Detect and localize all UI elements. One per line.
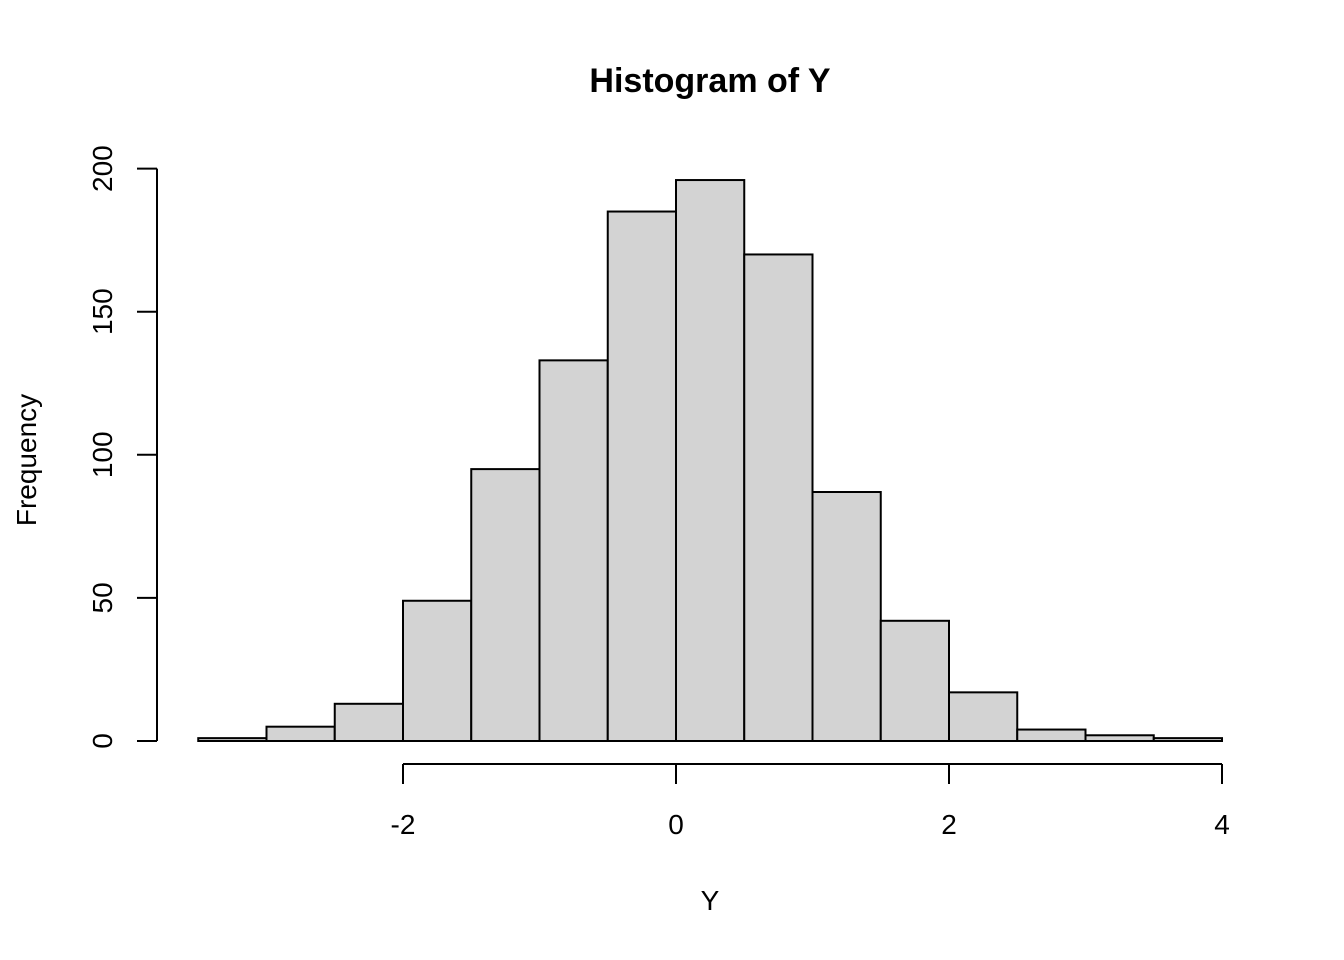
y-tick-label: 50 <box>87 582 118 613</box>
histogram-bar <box>265 725 336 743</box>
y-tick-label: 100 <box>87 431 118 478</box>
y-axis-label: Frequency <box>11 394 42 526</box>
y-tick-label: 0 <box>87 733 118 749</box>
chart-title: Histogram of Y <box>589 62 831 100</box>
histogram-bar <box>333 702 404 743</box>
histogram-bar <box>1152 737 1223 743</box>
histogram-bars <box>197 179 1223 743</box>
x-tick-label: 4 <box>1214 809 1230 840</box>
histogram-bar <box>470 468 541 742</box>
histogram-bar <box>197 737 268 743</box>
y-axis: 0 50 100 150 200 <box>87 145 158 749</box>
histogram-bar <box>879 619 950 743</box>
x-tick-label: 0 <box>668 809 684 840</box>
histogram-bar <box>948 691 1019 743</box>
histogram-bar <box>675 179 746 743</box>
x-axis-label: Y <box>701 885 720 916</box>
histogram-bar <box>743 253 814 743</box>
x-axis: -2 0 2 4 <box>391 763 1230 840</box>
histogram-bar <box>811 491 882 743</box>
y-tick-label: 150 <box>87 288 118 335</box>
histogram-bar <box>1016 728 1087 743</box>
histogram-bar <box>606 210 677 742</box>
histogram-bar <box>1084 734 1155 743</box>
histogram-bar <box>402 599 473 743</box>
y-tick-label: 200 <box>87 145 118 192</box>
x-tick-label: 2 <box>941 809 957 840</box>
histogram-bar <box>538 359 609 742</box>
x-tick-label: -2 <box>391 809 416 840</box>
